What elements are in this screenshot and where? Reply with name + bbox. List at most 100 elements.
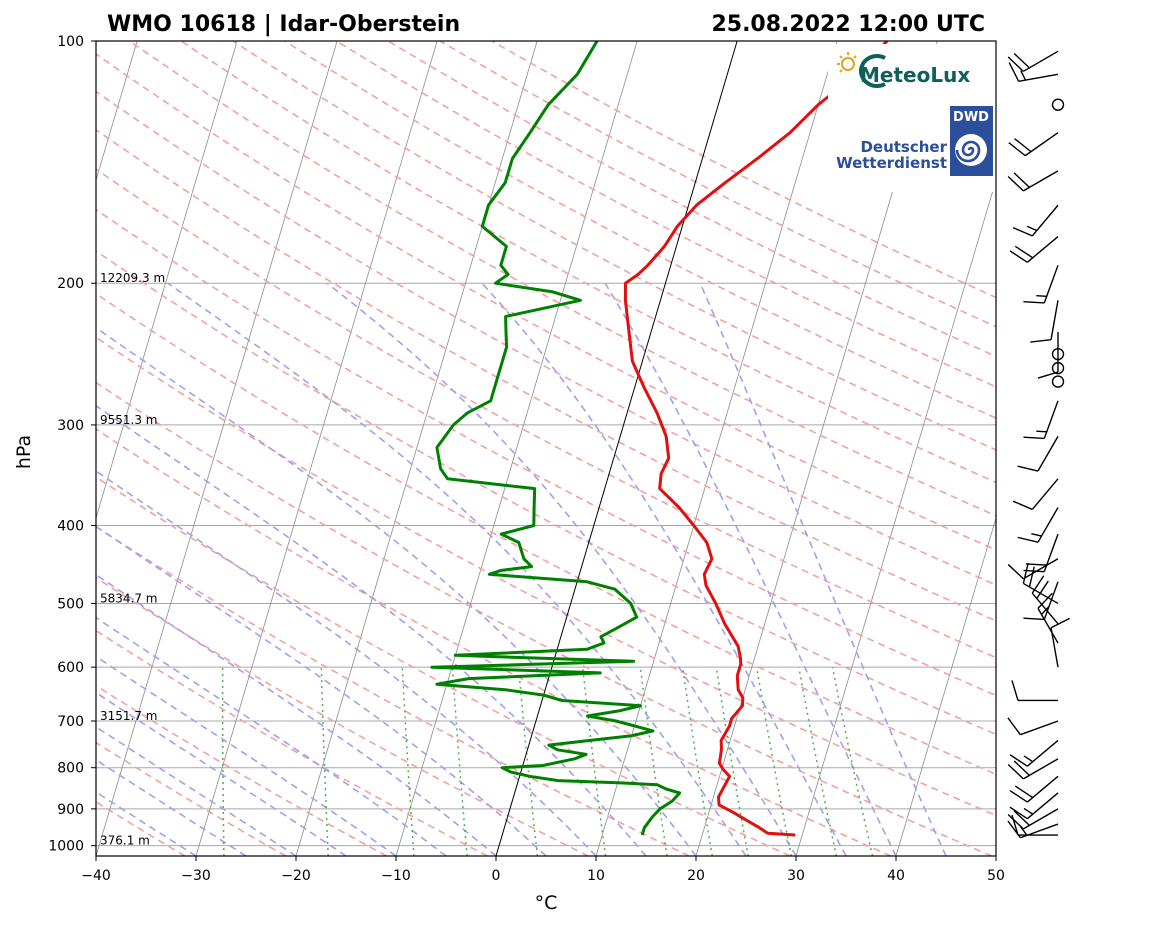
isotherm-line (96, 41, 138, 182)
y-tick-label: 600 (57, 660, 84, 676)
dry-adiabat-line (96, 684, 387, 856)
wind-barb (1009, 775, 1059, 803)
isotherm-line (995, 854, 996, 856)
y-tick-label: 700 (57, 714, 84, 730)
barb-flag (1008, 142, 1026, 157)
moist-adiabat-line (96, 691, 347, 856)
x-tick-label: 10 (587, 868, 605, 884)
chart-title-datetime: 25.08.2022 12:00 UTC (711, 12, 985, 37)
barb-flag (1013, 760, 1030, 776)
barb-flag (1023, 436, 1045, 440)
barb-flag (1023, 300, 1045, 304)
dry-adiabat-line (96, 741, 287, 856)
barb-staff (1023, 758, 1059, 780)
x-tick-label: 0 (492, 868, 501, 884)
x-tick-label: −40 (81, 868, 111, 884)
isotherm-line (395, 41, 638, 856)
dewpoint-profile-line (430, 41, 682, 836)
height-label: 12209.3 m (100, 271, 165, 285)
barb-half-flag (1023, 755, 1034, 763)
x-axis-label: °C (535, 892, 558, 914)
moist-adiabat-line (167, 282, 747, 856)
dry-adiabat-line (96, 168, 996, 659)
y-tick-label: 500 (57, 596, 84, 612)
barb-staff (1043, 533, 1059, 572)
barb-half-flag (1036, 430, 1047, 433)
dwd-logo: DWD Deutscher Wetterdienst (836, 106, 993, 176)
barb-flag (1009, 250, 1028, 263)
dry-adiabat-line (439, 41, 996, 328)
mixing-ratio-line (581, 667, 607, 856)
wind-barb (1017, 507, 1059, 543)
moist-adiabat-line (96, 525, 547, 856)
moist-adiabat-line (481, 282, 847, 856)
dry-adiabat-line (96, 381, 992, 856)
barb-flag (1050, 617, 1071, 629)
barb-staff (1023, 558, 1059, 580)
wind-barb (1017, 436, 1059, 472)
barb-half-flag (1020, 826, 1028, 836)
spiral-icon (955, 134, 987, 166)
barb-half-flag (1026, 225, 1038, 232)
x-tick-label: 30 (787, 868, 805, 884)
x-tick-label: 20 (687, 868, 705, 884)
barb-flag (1012, 500, 1033, 511)
mixing-ratio-line (715, 667, 749, 856)
wind-barb (1023, 400, 1059, 440)
mixing-ratio-line (639, 667, 668, 856)
barb-flag (1007, 764, 1024, 780)
moist-adiabat-line (96, 758, 247, 856)
isotherm-line (595, 41, 838, 856)
wind-barb (1009, 236, 1059, 263)
dry-adiabat-line (96, 208, 996, 697)
barb-flag (1009, 806, 1028, 820)
x-tick-label: 50 (987, 868, 1005, 884)
barb-half-flag (1036, 295, 1047, 298)
wind-barb (1023, 265, 1059, 304)
isotherm-line (96, 41, 238, 520)
wind-barb (1037, 592, 1059, 644)
barb-flag (1037, 592, 1053, 609)
y-tick-label: 300 (57, 418, 84, 434)
barb-staff (1024, 132, 1059, 157)
dry-adiabat-line (96, 250, 996, 736)
barb-staff (1043, 400, 1059, 439)
dry-adiabat-line (336, 41, 996, 388)
y-axis-label: hPa (13, 435, 35, 469)
barb-half-flag (1023, 807, 1034, 815)
barb-half-flag (1040, 606, 1050, 615)
wind-barb (1007, 170, 1059, 192)
barb-staff (1031, 478, 1059, 510)
x-tick-label: −30 (181, 868, 211, 884)
dry-adiabat-line (284, 41, 996, 419)
x-tick-label: 40 (887, 868, 905, 884)
barb-flag (1023, 617, 1045, 621)
wind-barb (1012, 204, 1059, 237)
moist-adiabat-line (96, 326, 697, 856)
y-tick-label: 100 (57, 34, 84, 50)
barb-flag (1030, 338, 1052, 343)
barb-flag (1017, 536, 1039, 543)
dry-adiabat-line (96, 476, 791, 856)
height-label: 3151.7 m (100, 709, 158, 723)
y-tick-label: 200 (57, 276, 84, 292)
wind-barb (1007, 717, 1059, 736)
moist-adiabat-line (699, 282, 947, 856)
wind-barbs (1007, 50, 1071, 839)
dry-adiabat-line (96, 525, 690, 856)
barb-staff (1037, 507, 1059, 543)
wind-barb (1007, 820, 1059, 839)
barb-flag (1012, 226, 1033, 237)
y-tick-label: 400 (57, 518, 84, 534)
meteolux-logo-text: MeteoLux (860, 63, 970, 87)
wind-barb (1007, 558, 1059, 580)
dwd-logo-line1: Deutscher (860, 138, 947, 156)
dwd-logo-badge: DWD (953, 110, 989, 125)
barb-flag (1037, 371, 1059, 379)
barb-staff (1026, 775, 1059, 803)
barb-flag (1028, 566, 1035, 588)
y-tick-label: 1000 (48, 839, 84, 855)
wind-barb (1007, 758, 1059, 780)
wind-barb (1008, 132, 1059, 157)
